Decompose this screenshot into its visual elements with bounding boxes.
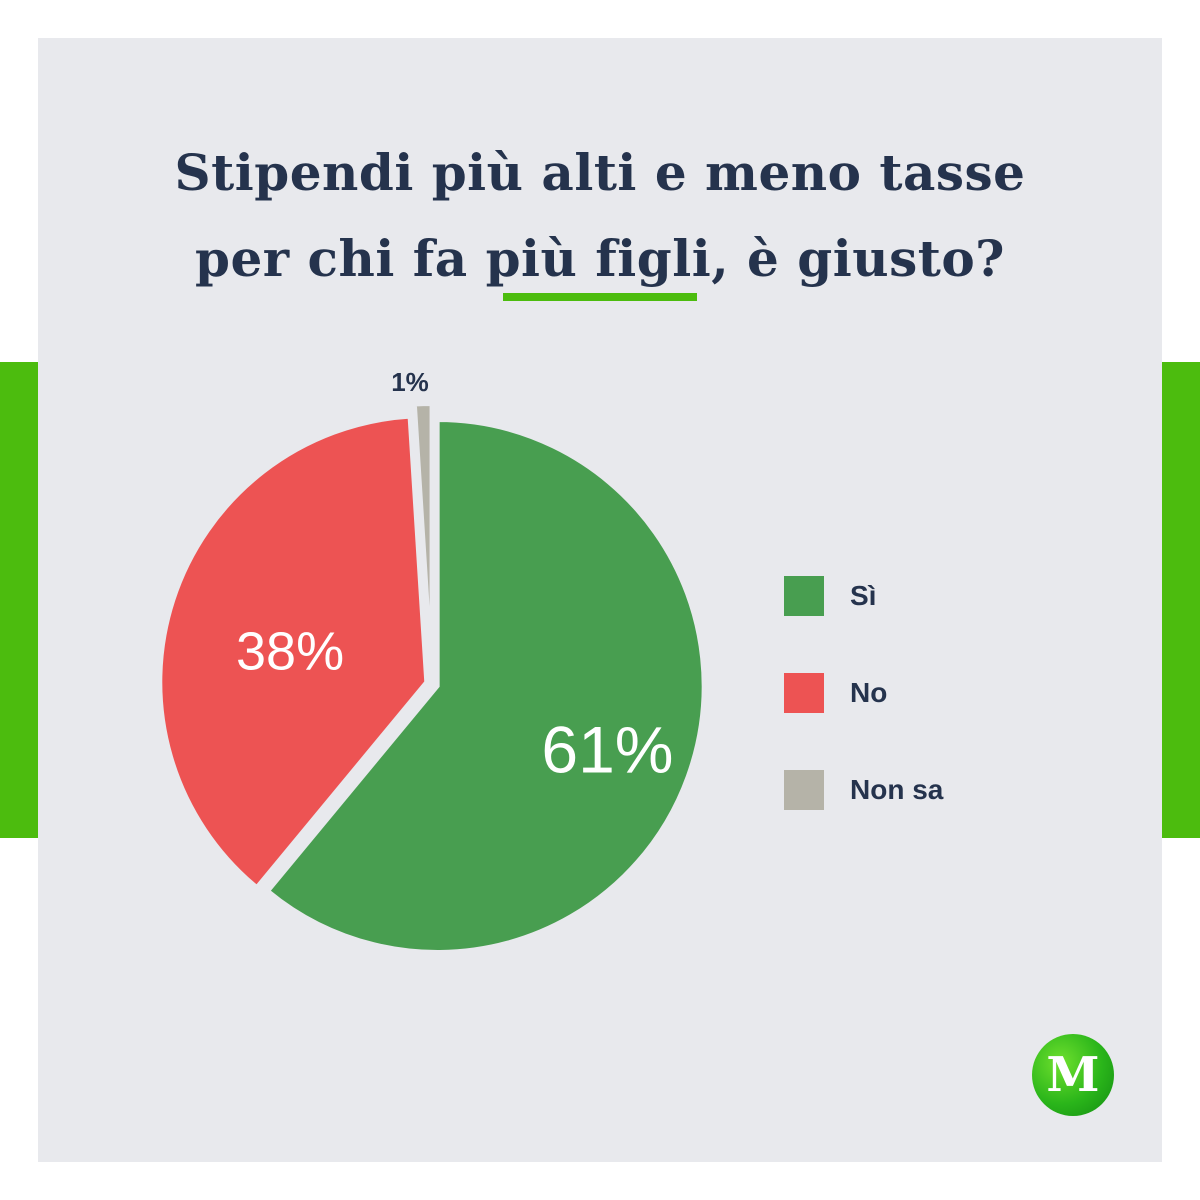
logo-letter: M: [1046, 1047, 1100, 1103]
legend-item-no: No: [784, 673, 943, 713]
legend-label-no: No: [850, 677, 888, 708]
chart-title: Stipendi più alti e meno tasse per chi f…: [38, 130, 1162, 302]
legend-label-si: Sì: [850, 580, 877, 611]
legend-swatch-non-sa: [784, 770, 824, 810]
legend-swatch-no: [784, 673, 824, 713]
title-divider: [503, 293, 697, 301]
title-line-2: per chi fa più figli, è giusto?: [195, 229, 1005, 288]
pie-chart: 61% 38% 1%: [158, 367, 706, 955]
pie-label-si: 61%: [541, 712, 673, 786]
pie-label-no: 38%: [236, 622, 344, 682]
left-accent-bar: [0, 362, 38, 838]
title-line-1: Stipendi più alti e meno tasse: [174, 143, 1026, 202]
pie-slice-si: [265, 418, 706, 955]
chart-card: Stipendi più alti e meno tasse per chi f…: [38, 38, 1162, 1162]
brand-logo: M: [1032, 1034, 1114, 1116]
legend-item-si: Sì: [784, 576, 943, 616]
pie-label-non-sa: 1%: [391, 367, 429, 397]
pie-slice-no: [158, 414, 429, 890]
legend-swatch-si: [784, 576, 824, 616]
legend-label-non-sa: Non sa: [850, 774, 944, 805]
legend-item-non-sa: Non sa: [784, 770, 943, 810]
right-accent-bar: [1162, 362, 1200, 838]
pie-slice-non-sa: [412, 402, 434, 671]
legend: Sì No Non sa: [784, 576, 943, 867]
